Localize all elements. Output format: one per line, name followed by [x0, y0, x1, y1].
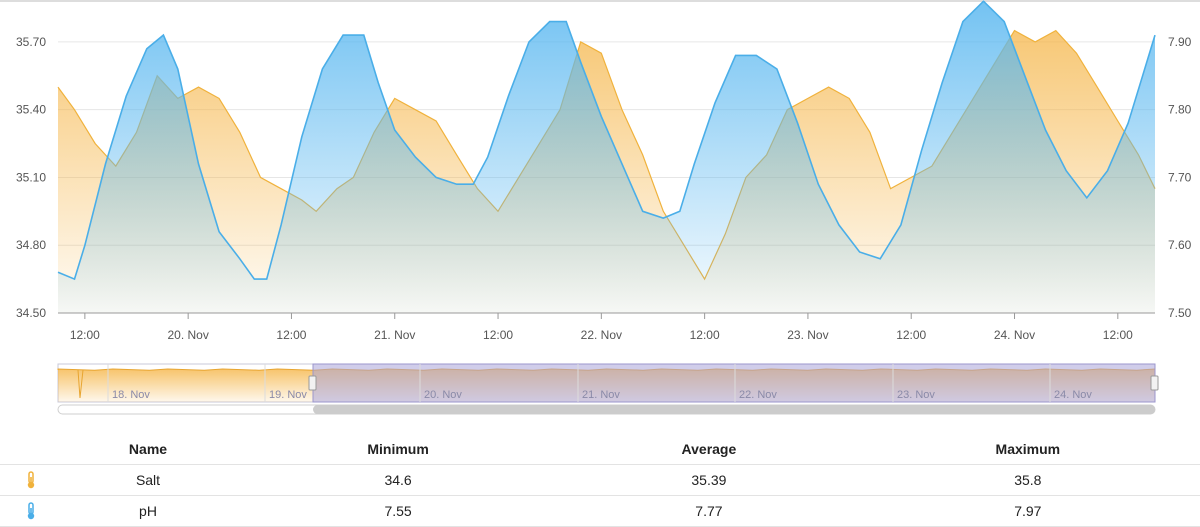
ph-icon-cell	[0, 495, 62, 527]
x-tick-label: 12:00	[690, 328, 720, 342]
navigator-label: 22. Nov	[739, 389, 777, 401]
ph-maximum: 7.97	[855, 495, 1200, 527]
x-tick-label: 22. Nov	[581, 328, 622, 342]
stats-row-ph: pH 7.55 7.77 7.97	[0, 495, 1200, 527]
salt-minimum: 34.6	[234, 464, 563, 496]
y-left-tick-label: 34.50	[16, 306, 46, 320]
ph-minimum: 7.55	[234, 495, 563, 527]
y-left-tick-label: 34.80	[16, 238, 46, 252]
y-left-tick-label: 35.70	[16, 35, 46, 49]
scrollbar-thumb[interactable]	[313, 405, 1155, 414]
x-tick-label: 21. Nov	[374, 328, 415, 342]
navigator-handle-left[interactable]	[308, 375, 317, 391]
icon-column-header	[0, 434, 62, 465]
navigator-label: 24. Nov	[1054, 389, 1092, 401]
y-right-tick-label: 7.90	[1168, 35, 1192, 49]
average-column-header: Average	[681, 441, 737, 457]
navigator-label: 19. Nov	[269, 389, 307, 401]
x-tick-label: 12:00	[896, 328, 926, 342]
y-left-tick-label: 35.40	[16, 103, 46, 117]
y-right-tick-label: 7.70	[1168, 170, 1192, 184]
y-left-tick-label: 35.10	[16, 170, 46, 184]
maximum-column-header: Maximum	[995, 441, 1061, 457]
y-right-tick-label: 7.60	[1168, 238, 1192, 252]
x-tick-label: 12:00	[70, 328, 100, 342]
stats-header-row: Name Minimum Average Maximum	[0, 434, 1200, 465]
x-tick-label: 12:00	[1103, 328, 1133, 342]
stats-row-salt: Salt 34.6 35.39 35.8	[0, 464, 1200, 496]
series-area-ph	[58, 1, 1155, 313]
ph-name: pH	[62, 495, 234, 527]
chart-area: 34.50 34.80 35.10 35.40 35.70 7.50 7.60 7.70 7.8…	[0, 0, 1200, 415]
x-tick-label: 12:00	[483, 328, 513, 342]
thermometer-icon	[27, 502, 35, 520]
minimum-column-header: Minimum	[367, 441, 429, 457]
stats-table: Name Minimum Average Maximum Salt 34.6 3…	[0, 434, 1200, 527]
x-tick-label: 23. Nov	[787, 328, 828, 342]
navigator-handle-right[interactable]	[1150, 375, 1159, 391]
salt-icon-cell	[0, 464, 62, 496]
salt-maximum: 35.8	[855, 464, 1200, 496]
y-right-tick-label: 7.50	[1168, 306, 1192, 320]
x-tick-label: 20. Nov	[167, 328, 208, 342]
name-column-header: Name	[128, 441, 168, 457]
salt-average: 35.39	[562, 464, 856, 496]
navigator-label: 23. Nov	[897, 389, 935, 401]
series-line-ph	[57, 0, 1156, 281]
ph-average: 7.77	[562, 495, 856, 527]
x-tick-label: 12:00	[276, 328, 306, 342]
thermometer-icon	[27, 471, 35, 489]
x-tick-label: 24. Nov	[994, 328, 1035, 342]
navigator-dip	[77, 369, 84, 399]
navigator-label: 20. Nov	[424, 389, 462, 401]
salt-name: Salt	[62, 464, 234, 496]
navigator-label: 21. Nov	[582, 389, 620, 401]
y-right-tick-label: 7.80	[1168, 103, 1192, 117]
navigator-label: 18. Nov	[112, 389, 150, 401]
